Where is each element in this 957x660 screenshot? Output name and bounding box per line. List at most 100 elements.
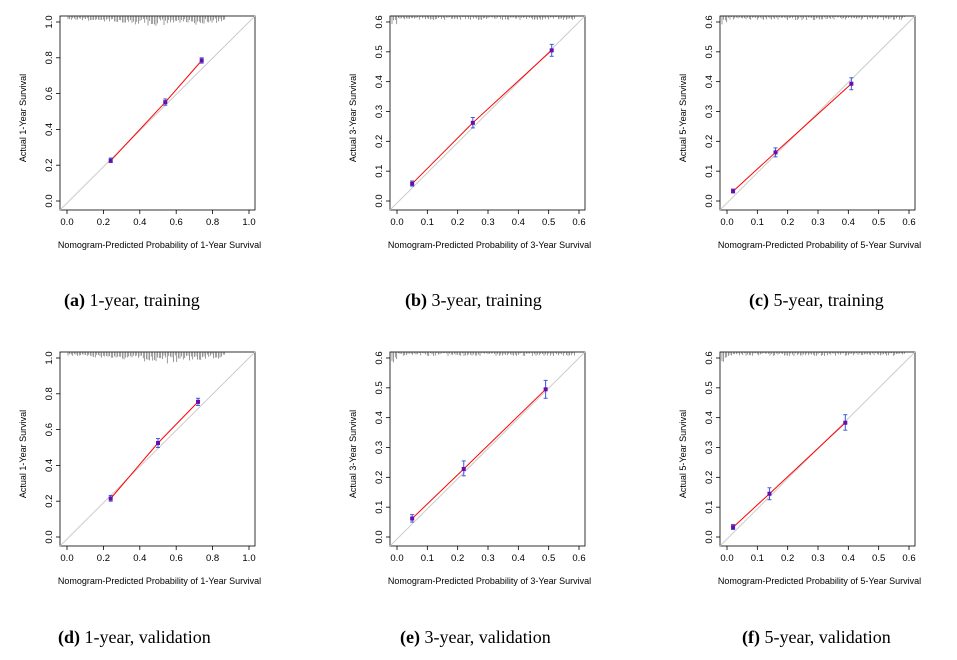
x-tick-label: 0.4 bbox=[842, 217, 855, 228]
x-tick-label: 0.0 bbox=[720, 553, 733, 564]
ideal-line bbox=[389, 351, 586, 547]
calibration-plot-d: 0.0 0.2 0.4 0.6 0.8 1.0 0.0 0.2 0.4 0.6 0.8 1.0 Nomo… bbox=[0, 336, 300, 606]
calibration-plot-a: 0.0 0.2 0.4 0.6 0.8 1.0 0.0 0.2 0.4 0.6 0.8 1.0 Nomo… bbox=[0, 0, 300, 270]
data-point-2 bbox=[470, 120, 475, 125]
y-tick-label: 0.4 bbox=[704, 75, 715, 88]
x-tick-label: 0.4 bbox=[512, 553, 525, 564]
ideal-line bbox=[59, 351, 256, 547]
y-axis-title: Actual 5-Year Survival bbox=[678, 74, 688, 162]
y-axis-title: Actual 3-Year Survival bbox=[348, 74, 358, 162]
y-tick-label: 0.2 bbox=[704, 135, 715, 148]
plot-frame bbox=[719, 351, 916, 547]
x-tick-label: 0.4 bbox=[133, 217, 146, 228]
x-tick-label: 0.1 bbox=[751, 217, 764, 228]
plot-svg-e: 0.0 0.1 0.2 0.3 0.4 0.5 0.6 0.0 0.1 0.2 0.3 0.4 0.5 0… bbox=[348, 351, 591, 586]
x-tick-label: 0.6 bbox=[902, 553, 915, 564]
data-point-2 bbox=[767, 491, 772, 496]
data-point-2 bbox=[461, 466, 466, 471]
y-tick-label: 0.5 bbox=[704, 45, 715, 58]
plot-svg-c: 0.0 0.1 0.2 0.3 0.4 0.5 0.6 0.0 0.1 0.2 0.3 0.4 0.5 0… bbox=[678, 15, 921, 250]
y-tick-label: 0.3 bbox=[374, 441, 385, 454]
ideal-line bbox=[389, 15, 586, 211]
x-tick-label: 0.4 bbox=[133, 553, 146, 564]
y-tick-label: 0.5 bbox=[704, 381, 715, 394]
caption-c: (c) 5-year, training bbox=[749, 290, 884, 310]
y-tick-label: 0.8 bbox=[44, 51, 55, 64]
x-tick-label: 1.0 bbox=[242, 553, 255, 564]
y-tick-label: 0.0 bbox=[374, 530, 385, 543]
x-tick-label: 0.0 bbox=[60, 217, 73, 228]
data-point-1 bbox=[108, 496, 113, 501]
y-tick-label: 0.0 bbox=[44, 530, 55, 543]
y-axis-title: Actual 1-Year Survival bbox=[18, 410, 28, 498]
data-point-1 bbox=[731, 525, 736, 530]
x-tick-label: 0.5 bbox=[542, 217, 555, 228]
data-point-2 bbox=[156, 441, 160, 446]
calibration-line bbox=[732, 422, 846, 528]
rug-group bbox=[391, 16, 575, 25]
y-tick-label: 0.4 bbox=[44, 123, 55, 136]
calibration-plot-f: 0.0 0.1 0.2 0.3 0.4 0.5 0.6 0.0 0.1 0.2 0.3 0.4 0.5 0… bbox=[660, 336, 957, 606]
y-tick-label: 1.0 bbox=[44, 351, 55, 364]
y-tick-label: 0.3 bbox=[704, 105, 715, 118]
y-tick-label: 0.0 bbox=[44, 194, 55, 207]
plot-svg-d: 0.0 0.2 0.4 0.6 0.8 1.0 0.0 0.2 0.4 0.6 0.8 1.0 Nomo… bbox=[18, 351, 261, 586]
x-tick-label: 0.2 bbox=[451, 553, 464, 564]
x-tick-label: 0.2 bbox=[97, 553, 110, 564]
x-tick-label: 0.5 bbox=[542, 553, 555, 564]
x-tick-label: 0.8 bbox=[206, 553, 219, 564]
y-tick-label: 0.6 bbox=[44, 87, 55, 100]
y-axis-title: Actual 1-Year Survival bbox=[18, 74, 28, 162]
y-tick-label: 0.2 bbox=[374, 471, 385, 484]
ideal-line bbox=[59, 15, 256, 211]
x-tick-label: 0.6 bbox=[572, 217, 585, 228]
plot-frame bbox=[389, 351, 586, 547]
rug-group bbox=[67, 16, 226, 26]
y-tick-label: 0.6 bbox=[704, 15, 715, 28]
rug-group bbox=[67, 352, 226, 364]
caption-d: (d) 1-year, validation bbox=[58, 627, 211, 647]
x-tick-label: 0.6 bbox=[572, 553, 585, 564]
y-tick-label: 0.0 bbox=[704, 194, 715, 207]
y-tick-label: 0.6 bbox=[374, 351, 385, 364]
data-point-3 bbox=[849, 81, 854, 86]
plot-svg-a: 0.0 0.2 0.4 0.6 0.8 1.0 0.0 0.2 0.4 0.6 0.8 1.0 Nomo… bbox=[18, 15, 261, 250]
x-tick-label: 0.0 bbox=[60, 553, 73, 564]
x-tick-label: 0.4 bbox=[512, 217, 525, 228]
x-tick-label: 0.6 bbox=[902, 217, 915, 228]
y-tick-label: 0.6 bbox=[704, 351, 715, 364]
x-tick-label: 0.3 bbox=[811, 217, 824, 228]
x-tick-label: 0.5 bbox=[872, 553, 885, 564]
y-tick-label: 0.1 bbox=[704, 165, 715, 178]
data-point-2 bbox=[773, 150, 778, 155]
x-tick-label: 0.1 bbox=[421, 553, 434, 564]
x-tick-label: 0.0 bbox=[720, 217, 733, 228]
y-tick-label: 0.2 bbox=[44, 495, 55, 508]
x-tick-label: 0.5 bbox=[872, 217, 885, 228]
calibration-plot-c: 0.0 0.1 0.2 0.3 0.4 0.5 0.6 0.0 0.1 0.2 0.3 0.4 0.5 0… bbox=[660, 0, 957, 270]
x-tick-label: 0.1 bbox=[421, 217, 434, 228]
data-point-1 bbox=[108, 158, 113, 163]
x-axis-title: Nomogram-Predicted Probability of 5-Year… bbox=[718, 240, 921, 250]
data-point-3 bbox=[199, 58, 204, 63]
x-tick-label: 0.2 bbox=[781, 553, 794, 564]
y-tick-label: 0.4 bbox=[374, 411, 385, 424]
caption-b: (b) 3-year, training bbox=[405, 290, 542, 310]
y-tick-label: 0.5 bbox=[374, 381, 385, 394]
x-axis-title: Nomogram-Predicted Probability of 1-Year… bbox=[58, 576, 261, 586]
x-tick-label: 0.3 bbox=[811, 553, 824, 564]
calibration-plot-b: 0.0 0.1 0.2 0.3 0.4 0.5 0.6 0.0 0.1 0.2 0.3 0.4 0.5 0… bbox=[330, 0, 630, 270]
y-tick-label: 0.8 bbox=[44, 387, 55, 400]
x-tick-label: 0.3 bbox=[481, 217, 494, 228]
x-tick-label: 0.6 bbox=[170, 553, 183, 564]
y-tick-label: 0.2 bbox=[44, 159, 55, 172]
y-tick-label: 1.0 bbox=[44, 15, 55, 28]
y-tick-label: 0.3 bbox=[374, 105, 385, 118]
x-tick-label: 0.3 bbox=[481, 553, 494, 564]
x-axis-title: Nomogram-Predicted Probability of 3-Year… bbox=[388, 576, 591, 586]
y-tick-label: 0.4 bbox=[374, 75, 385, 88]
data-point-1 bbox=[410, 181, 415, 186]
y-tick-label: 0.3 bbox=[704, 441, 715, 454]
caption-a: (a) 1-year, training bbox=[64, 290, 200, 310]
plot-frame bbox=[719, 15, 916, 211]
